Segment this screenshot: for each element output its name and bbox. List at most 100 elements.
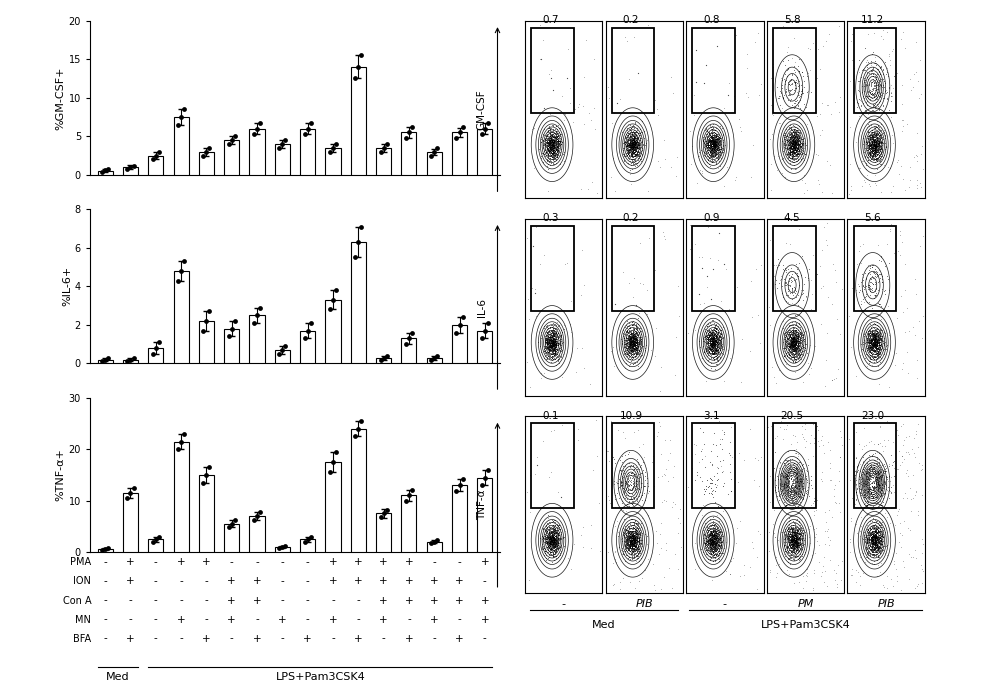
Point [766, 505, 782, 516]
Point [546, 535, 562, 546]
Point [629, 535, 645, 546]
Point [818, 35, 834, 46]
Point [699, 138, 715, 149]
Point [536, 323, 552, 334]
Point [863, 134, 879, 145]
Point [848, 576, 864, 587]
Point [624, 538, 640, 549]
Point [781, 143, 797, 154]
Point [863, 335, 879, 346]
Point [792, 124, 808, 135]
Point [789, 147, 805, 158]
Point [625, 482, 641, 493]
Point [543, 339, 559, 351]
Point [870, 153, 886, 164]
Point [706, 535, 722, 546]
Point [699, 332, 715, 343]
Point [623, 532, 639, 543]
Point [622, 536, 638, 547]
Point [632, 237, 648, 248]
Point [868, 528, 884, 539]
Point [707, 144, 723, 155]
Point [538, 135, 554, 146]
Point [547, 544, 563, 555]
Point [789, 462, 805, 473]
Point [535, 531, 551, 542]
Point [627, 335, 643, 346]
Point [785, 482, 801, 493]
Point [770, 150, 786, 161]
Point [785, 146, 801, 157]
Point [704, 132, 720, 144]
Point [626, 523, 642, 534]
Point [774, 135, 790, 146]
Point [630, 521, 646, 532]
Point [859, 144, 875, 155]
Point [623, 531, 639, 542]
Point [552, 533, 568, 544]
Point [783, 142, 799, 153]
Point [706, 346, 722, 357]
Point [786, 343, 802, 354]
Point [702, 348, 718, 359]
Point [794, 528, 810, 539]
Point [624, 337, 640, 348]
Point [867, 514, 883, 525]
Point [747, 453, 763, 464]
Point [627, 342, 643, 353]
Point [874, 470, 890, 481]
Point [623, 132, 639, 143]
Point [545, 337, 561, 348]
Point [703, 130, 719, 141]
Point [711, 335, 727, 346]
Point [702, 333, 718, 344]
Point [795, 328, 811, 339]
Point [810, 424, 826, 435]
Point [621, 139, 637, 150]
Point [625, 331, 641, 342]
Point [786, 333, 802, 344]
Point [542, 538, 558, 549]
Point [857, 497, 873, 509]
Point [623, 336, 639, 347]
Point [872, 525, 888, 536]
Point [788, 138, 804, 149]
Point [618, 326, 634, 337]
Point [862, 262, 878, 273]
Point [864, 477, 880, 488]
Point [539, 336, 555, 347]
Point [703, 149, 719, 160]
Point [867, 455, 883, 466]
Point [708, 345, 724, 356]
Point [546, 323, 562, 334]
Point [863, 138, 879, 149]
Point [786, 344, 802, 355]
Point [909, 179, 925, 190]
Point [908, 487, 924, 498]
Point [574, 343, 590, 354]
Point [706, 140, 722, 151]
Point [703, 346, 719, 357]
Point [868, 140, 884, 151]
Point [788, 259, 804, 270]
Point [543, 539, 559, 550]
Point [701, 533, 717, 544]
Point [548, 550, 564, 561]
Point [630, 142, 646, 153]
Point [864, 136, 880, 147]
Point [705, 336, 721, 347]
Point [787, 337, 803, 348]
Point [863, 460, 879, 471]
Point [870, 538, 886, 549]
Point [547, 346, 563, 357]
Point [537, 532, 553, 543]
Point [547, 536, 563, 547]
Point [612, 576, 628, 587]
Point [547, 523, 563, 534]
Point [548, 337, 564, 348]
Point [621, 533, 637, 544]
Point [868, 343, 884, 354]
Point [774, 288, 790, 299]
Point [708, 149, 724, 160]
Point [548, 330, 564, 341]
